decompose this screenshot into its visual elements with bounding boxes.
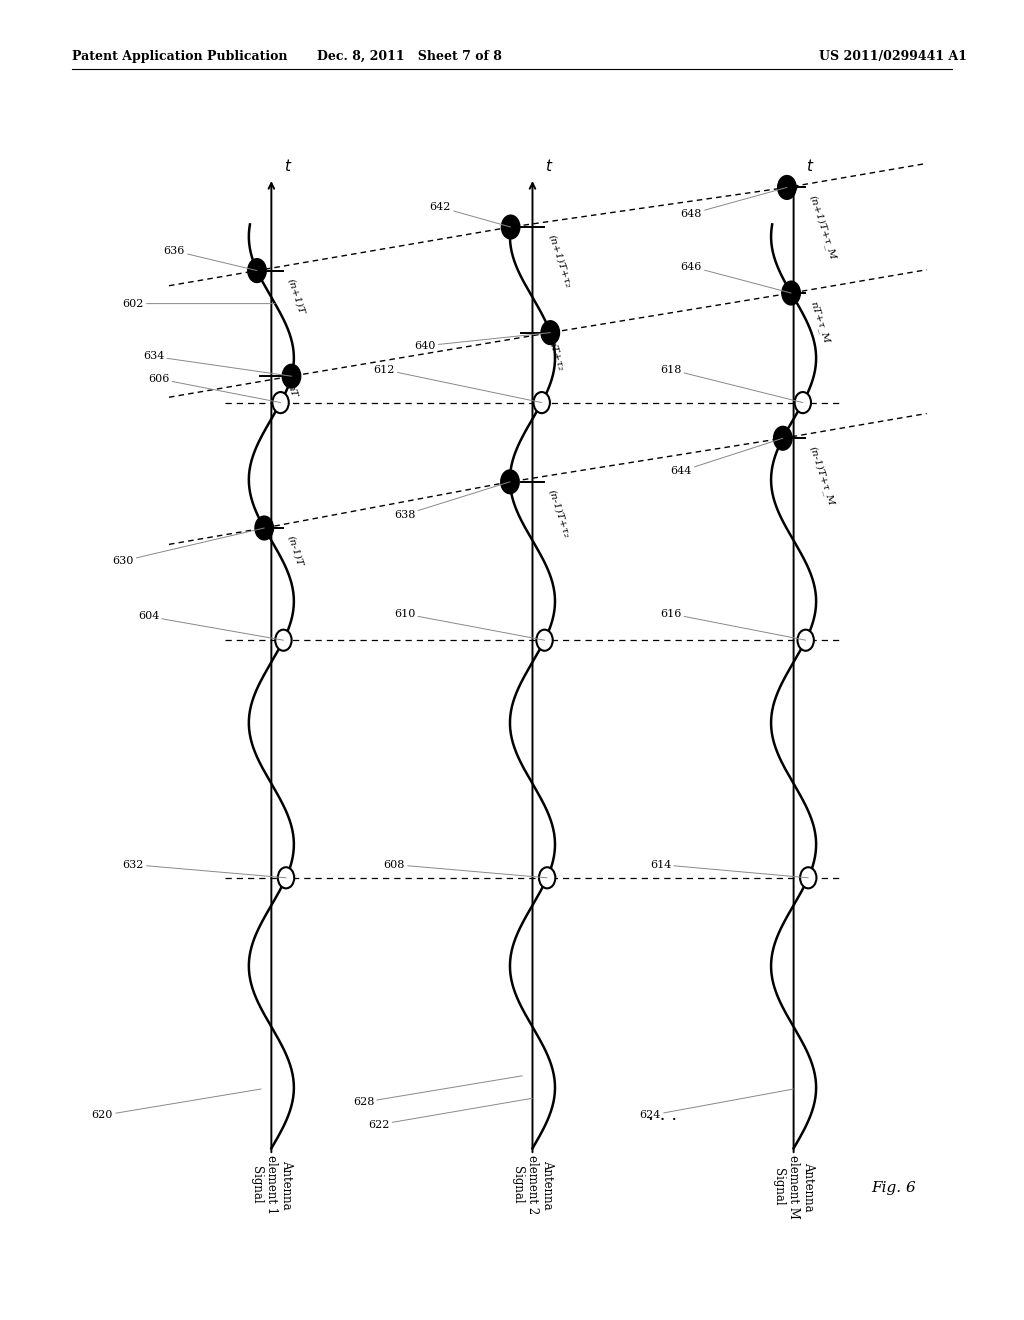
Text: nT+τ_M: nT+τ_M [808,300,830,345]
Circle shape [541,321,559,345]
Circle shape [272,392,289,413]
Circle shape [795,392,811,413]
Text: $t$: $t$ [806,158,814,174]
Text: 620: 620 [92,1089,261,1121]
Circle shape [773,426,792,450]
Text: 630: 630 [113,528,264,566]
Circle shape [501,470,519,494]
Text: 622: 622 [369,1098,532,1130]
Text: 616: 616 [660,609,806,640]
Text: 648: 648 [681,187,786,219]
Text: 642: 642 [430,202,511,227]
Text: 638: 638 [394,482,510,520]
Text: Fig. 6: Fig. 6 [871,1180,916,1195]
Circle shape [539,867,555,888]
Text: . . .: . . . [648,1106,678,1125]
Text: Antenna
element 1
Signal: Antenna element 1 Signal [250,1155,293,1214]
Text: 644: 644 [671,438,782,477]
Text: 602: 602 [123,298,275,309]
Circle shape [782,281,801,305]
Text: 614: 614 [650,859,808,878]
Text: 618: 618 [660,364,803,403]
Circle shape [800,867,816,888]
Circle shape [255,516,273,540]
Text: $t$: $t$ [284,158,292,174]
Text: nT+τ₂: nT+τ₂ [547,339,565,372]
Text: 646: 646 [681,261,792,293]
Text: 640: 640 [415,333,550,351]
Text: (n-1)T+τ_M: (n-1)T+τ_M [808,445,837,507]
Text: 632: 632 [123,859,286,878]
Text: (n-1)T+τ₂: (n-1)T+τ₂ [547,488,571,539]
Text: nT: nT [286,383,298,399]
Circle shape [502,215,520,239]
Text: (n+1)T+τ_M: (n+1)T+τ_M [808,194,838,261]
Text: Antenna
element 2
Signal: Antenna element 2 Signal [511,1155,554,1214]
Text: 604: 604 [138,611,284,640]
Text: 608: 608 [384,859,547,878]
Text: $t$: $t$ [545,158,553,174]
Circle shape [248,259,266,282]
Text: (n+1)T+τ₂: (n+1)T+τ₂ [547,234,572,289]
Text: Dec. 8, 2011   Sheet 7 of 8: Dec. 8, 2011 Sheet 7 of 8 [317,50,502,63]
Circle shape [278,867,294,888]
Text: 628: 628 [353,1076,522,1107]
Text: Patent Application Publication: Patent Application Publication [72,50,287,63]
Text: (n+1)T: (n+1)T [286,277,305,315]
Text: Antenna
element M
Signal: Antenna element M Signal [772,1155,815,1218]
Circle shape [283,364,301,388]
Circle shape [537,630,553,651]
Circle shape [534,392,550,413]
Text: 624: 624 [640,1089,794,1121]
Circle shape [275,630,292,651]
Text: 612: 612 [374,364,542,403]
Text: 636: 636 [164,246,257,271]
Circle shape [798,630,814,651]
Circle shape [777,176,796,199]
Text: (n-1)T: (n-1)T [286,535,304,568]
Text: 610: 610 [394,609,545,640]
Text: 634: 634 [143,351,292,376]
Text: US 2011/0299441 A1: US 2011/0299441 A1 [819,50,968,63]
Text: 606: 606 [148,374,281,403]
